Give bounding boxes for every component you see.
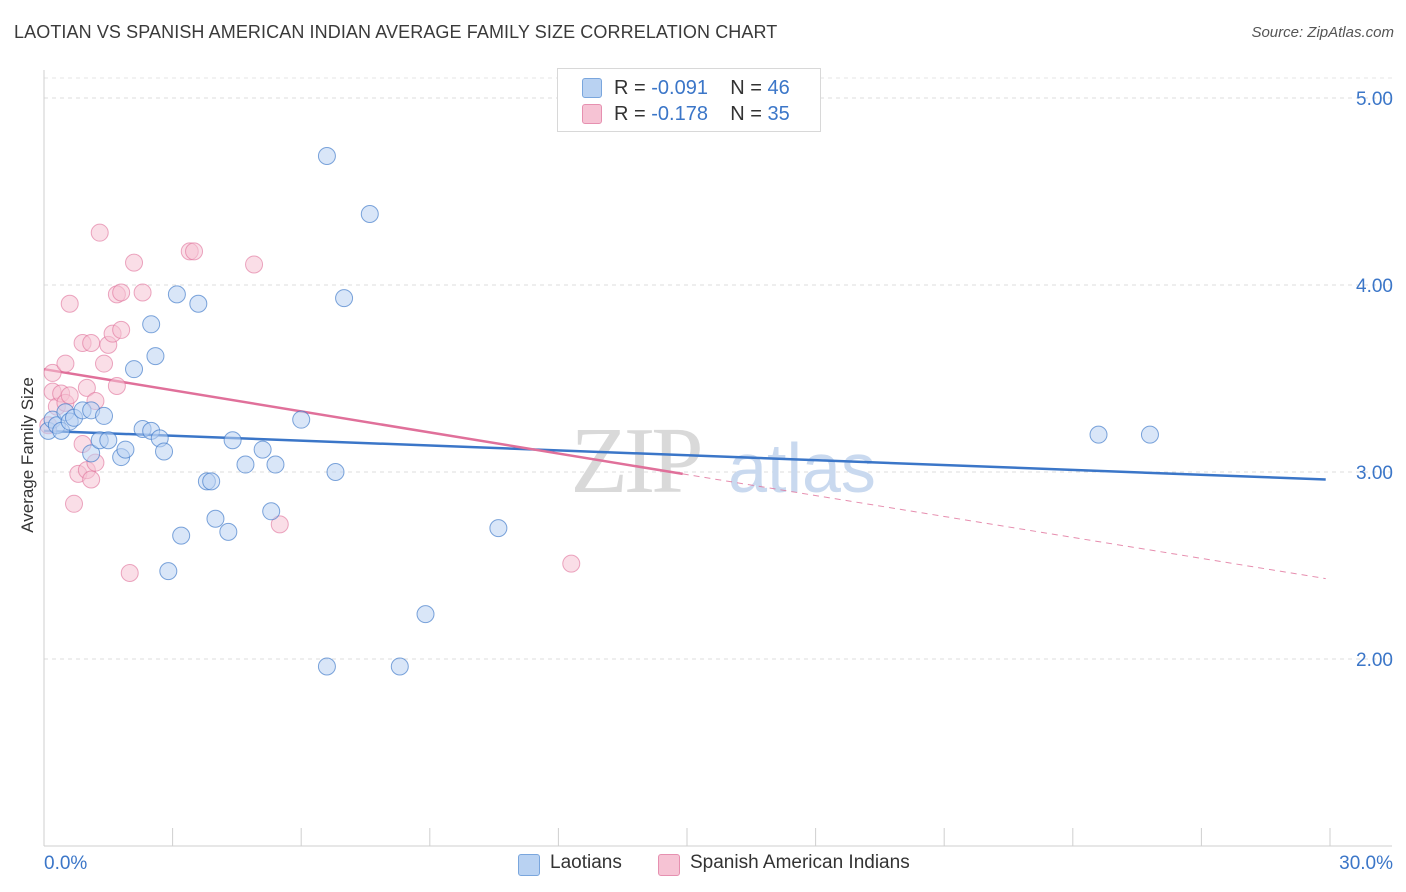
laotians-point: [125, 360, 144, 379]
laotians-point: [155, 442, 174, 461]
laotians-point: [116, 440, 135, 459]
legend-r-label-2: R =: [614, 103, 652, 125]
laotians-legend-label: Laotians: [550, 852, 622, 873]
laotians-point: [189, 294, 208, 313]
laotians-point: [1140, 425, 1159, 444]
x-tick-label-max: 30.0%: [1339, 853, 1393, 874]
spanish-american-indians-point: [125, 253, 144, 272]
spanish-american-indians-legend-label: Spanish American Indians: [690, 852, 910, 873]
laotians-point: [236, 455, 255, 474]
laotians-trend-line: [43, 429, 1326, 481]
laotians-point: [82, 444, 101, 463]
trend-lines: [43, 367, 1326, 580]
spanish-american-indians-point: [120, 563, 139, 582]
laotians-point: [317, 147, 336, 166]
laotians-point: [219, 522, 238, 541]
data-points: [39, 147, 1159, 676]
laotians-legend-swatch: [518, 854, 540, 876]
watermark-zip: ZIP: [571, 409, 701, 513]
spanish-american-indians-swatch: [582, 104, 602, 124]
legend-r-label-1: R =: [614, 77, 652, 99]
laotians-point: [326, 463, 345, 482]
spanish-american-indians-trend-extension: [682, 473, 1326, 580]
laotians-point: [335, 289, 354, 308]
laotians-point: [360, 204, 379, 223]
spanish-american-indians-legend-swatch: [658, 854, 680, 876]
spanish-american-indians-point: [270, 515, 289, 534]
axes: [43, 70, 1392, 847]
laotians-point: [206, 509, 225, 528]
laotians-point: [167, 285, 186, 304]
laotians-point: [99, 431, 118, 450]
x-tick-label-min: 0.0%: [44, 853, 87, 874]
spanish-american-indians-point: [112, 283, 131, 302]
spanish-american-indians-point: [65, 494, 84, 513]
legend-n-label-1: N =: [730, 77, 768, 99]
y-tick-label: 4.00: [1356, 276, 1393, 297]
legend-n-label-2: N =: [730, 103, 768, 125]
watermark: ZIP atlas: [571, 409, 876, 513]
y-tick-label: 5.00: [1356, 89, 1393, 110]
legend-r-value-2: -0.178: [651, 103, 708, 125]
chart-title: LAOTIAN VS SPANISH AMERICAN INDIAN AVERA…: [14, 22, 778, 42]
laotians-point: [416, 605, 435, 624]
spanish-american-indians-trend-line: [43, 367, 683, 476]
laotians-point: [390, 657, 409, 676]
laotians-point: [292, 410, 311, 429]
laotians-point: [253, 440, 272, 459]
laotians-point: [266, 455, 285, 474]
spanish-american-indians-point: [82, 470, 101, 489]
laotians-point: [223, 431, 242, 450]
spanish-american-indians-point: [56, 354, 75, 373]
stats-legend: R = -0.091 N = 46 R = -0.178 N = 35: [557, 68, 821, 132]
grid-lines: [44, 77, 1392, 660]
laotians-point: [262, 502, 281, 521]
laotians-point: [172, 526, 191, 545]
spanish-american-indians-point: [185, 242, 204, 261]
laotians-point: [489, 519, 508, 538]
laotians-point: [146, 347, 165, 366]
source-label: Source: ZipAtlas.com: [1251, 24, 1394, 41]
laotians-point: [317, 657, 336, 676]
spanish-american-indians-point: [95, 354, 114, 373]
spanish-american-indians-point: [562, 554, 581, 573]
laotians-point: [95, 406, 114, 425]
spanish-american-indians-point: [60, 294, 79, 313]
tick-labels: 2.00 3.00 4.00 5.00 0.0% 30.0%: [44, 89, 1393, 874]
spanish-american-indians-point: [133, 283, 152, 302]
laotians-point: [202, 472, 221, 491]
laotians-point: [159, 562, 178, 581]
legend-n-value-2: 35: [767, 103, 790, 125]
spanish-american-indians-point: [112, 320, 131, 339]
laotians-point: [1089, 425, 1108, 444]
spanish-american-indians-point: [82, 334, 101, 353]
y-tick-label: 3.00: [1356, 463, 1393, 484]
spanish-american-indians-point: [77, 378, 96, 397]
spanish-american-indians-point: [60, 386, 79, 405]
laotians-swatch: [582, 78, 602, 98]
laotians-point: [142, 315, 161, 334]
y-axis-label: Average Family Size: [18, 377, 37, 533]
spanish-american-indians-point: [107, 377, 126, 396]
legend-r-value-1: -0.091: [651, 77, 708, 99]
spanish-american-indians-point: [43, 363, 62, 382]
spanish-american-indians-point: [90, 223, 109, 242]
legend-n-value-1: 46: [767, 77, 790, 99]
y-tick-label: 2.00: [1356, 650, 1393, 671]
watermark-atlas: atlas: [728, 429, 876, 507]
spanish-american-indians-point: [245, 255, 264, 274]
